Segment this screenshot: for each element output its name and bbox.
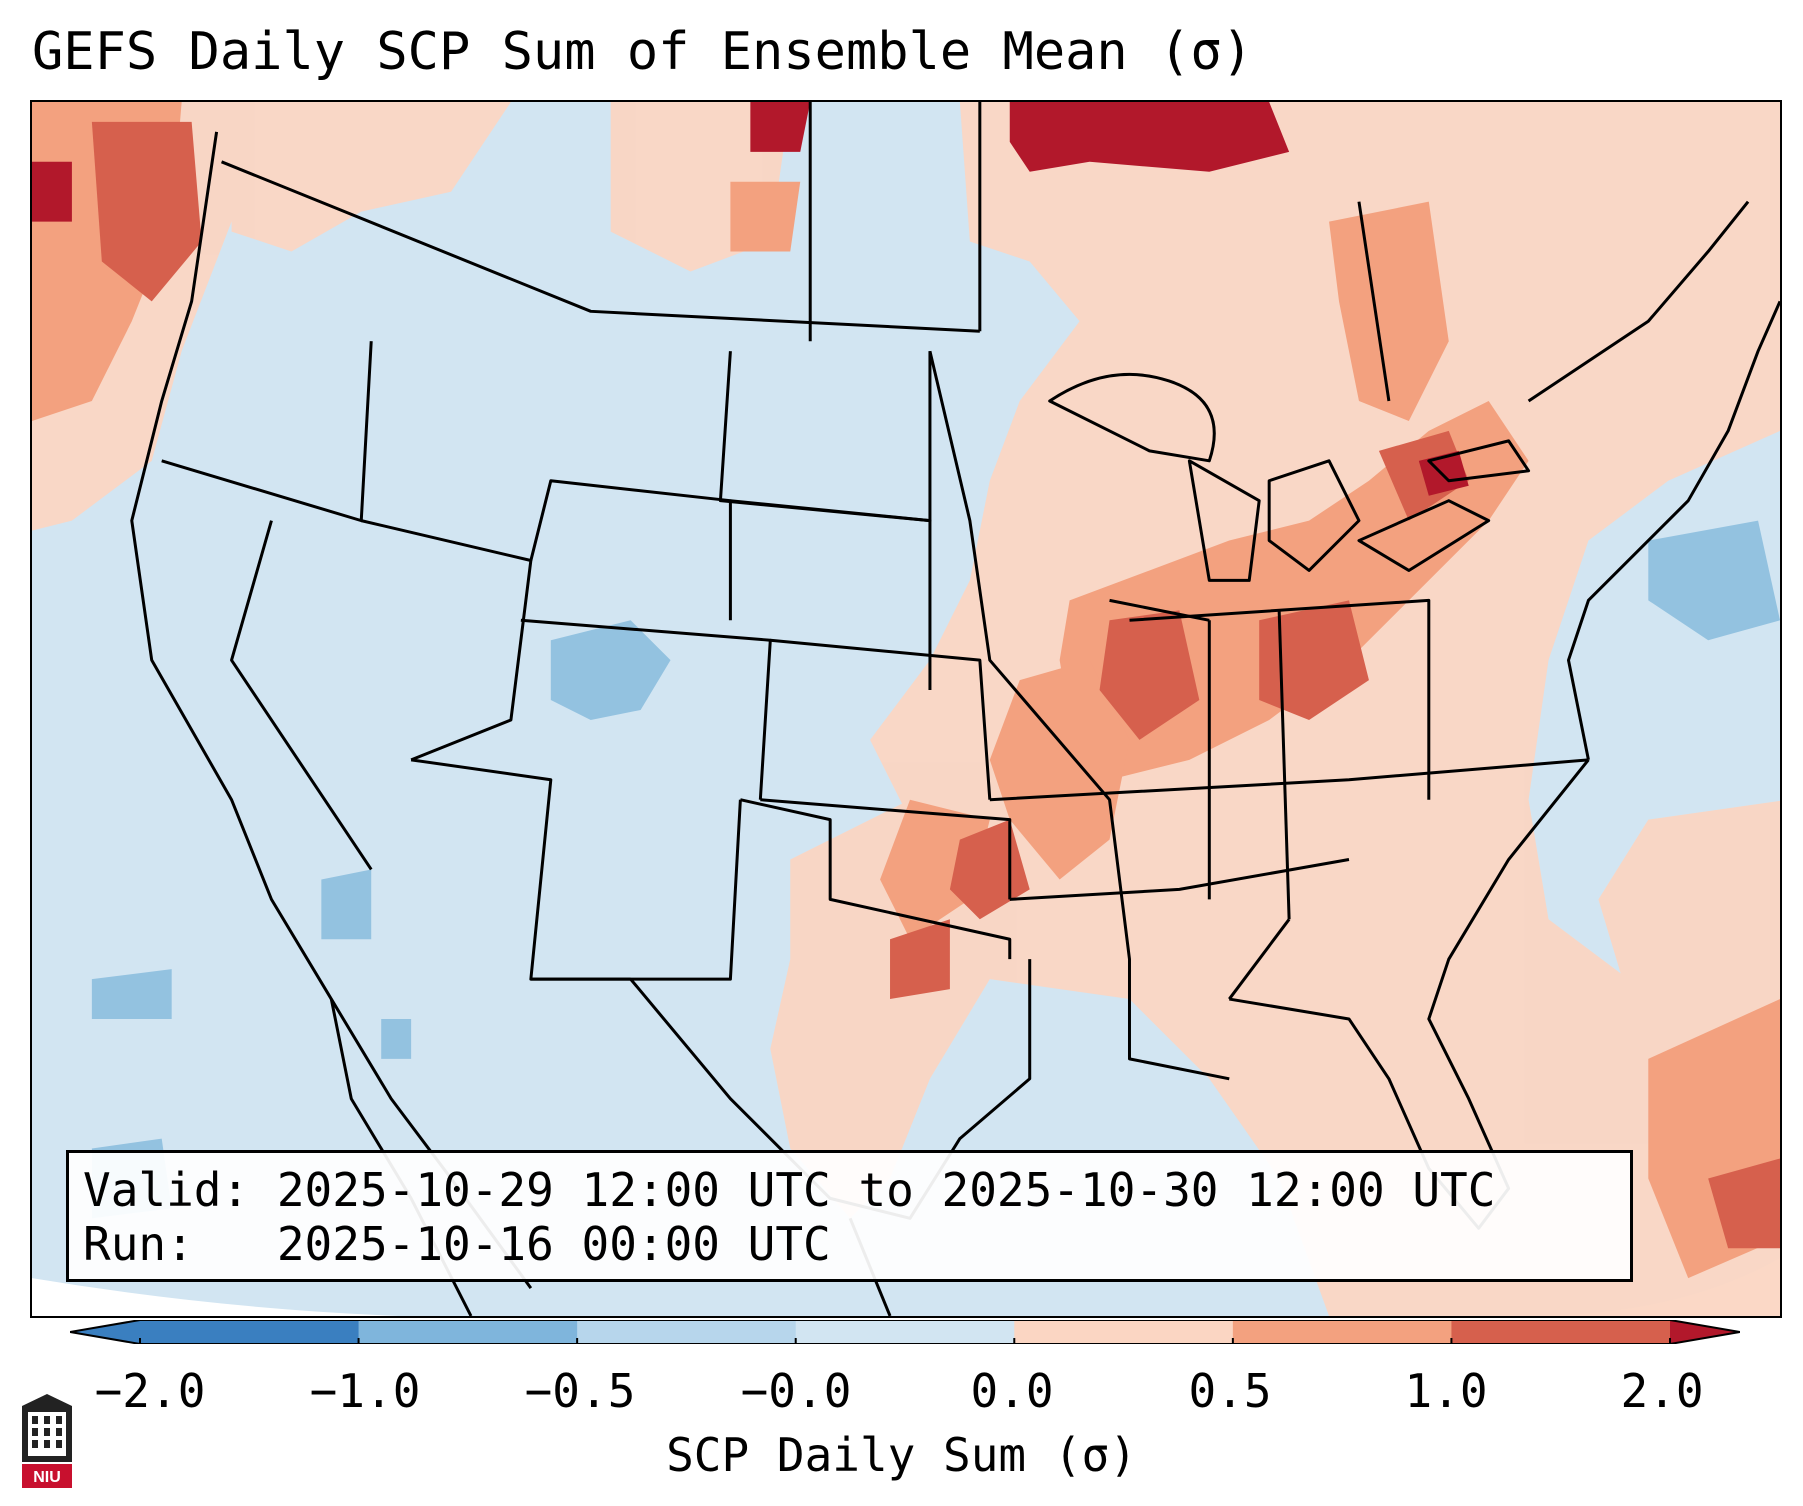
anomaly-positive-extreme — [32, 102, 1469, 496]
colorbar-tick-label: 0.5 — [1188, 1364, 1272, 1418]
colorbar-segment — [1451, 1320, 1671, 1344]
colorbar-segment — [1014, 1320, 1234, 1344]
colorbar-tick-label: −0.0 — [740, 1364, 852, 1418]
colorbar-extend-low — [70, 1320, 140, 1344]
scp-map — [32, 102, 1780, 1316]
colorbar-segment — [795, 1320, 1015, 1344]
niu-logo: NIU — [22, 1394, 72, 1488]
colorbar-tick-label: 1.0 — [1404, 1364, 1488, 1418]
validity-info-box: Valid: 2025-10-29 12:00 UTC to 2025-10-3… — [66, 1150, 1633, 1282]
run-time-line: Run: 2025-10-16 00:00 UTC — [83, 1217, 831, 1271]
colorbar-tick-label: −0.5 — [524, 1364, 636, 1418]
colorbar-tick-label: −1.0 — [309, 1364, 421, 1418]
map-panel — [30, 100, 1782, 1318]
colorbar-segment — [358, 1320, 578, 1344]
map-title: GEFS Daily SCP Sum of Ensemble Mean (σ) — [32, 22, 1253, 82]
anomaly-positive-strong — [91, 121, 1780, 1249]
valid-time-line: Valid: 2025-10-29 12:00 UTC to 2025-10-3… — [83, 1163, 1496, 1217]
colorbar-segment — [140, 1320, 360, 1344]
colorbar-segment — [1232, 1320, 1452, 1344]
colorbar-tick-label: 2.0 — [1620, 1364, 1704, 1418]
colorbar-label: SCP Daily Sum (σ) — [666, 1428, 1137, 1482]
colorbar-tick-label: 0.0 — [970, 1364, 1054, 1418]
political-boundaries — [130, 102, 1780, 1316]
colorbar-segment — [577, 1320, 797, 1344]
colorbar-tick-label: −2.0 — [94, 1364, 206, 1418]
colorbar-extend-high — [1670, 1320, 1740, 1344]
niu-logo-text: NIU — [33, 1469, 61, 1486]
colorbar — [70, 1320, 1740, 1344]
